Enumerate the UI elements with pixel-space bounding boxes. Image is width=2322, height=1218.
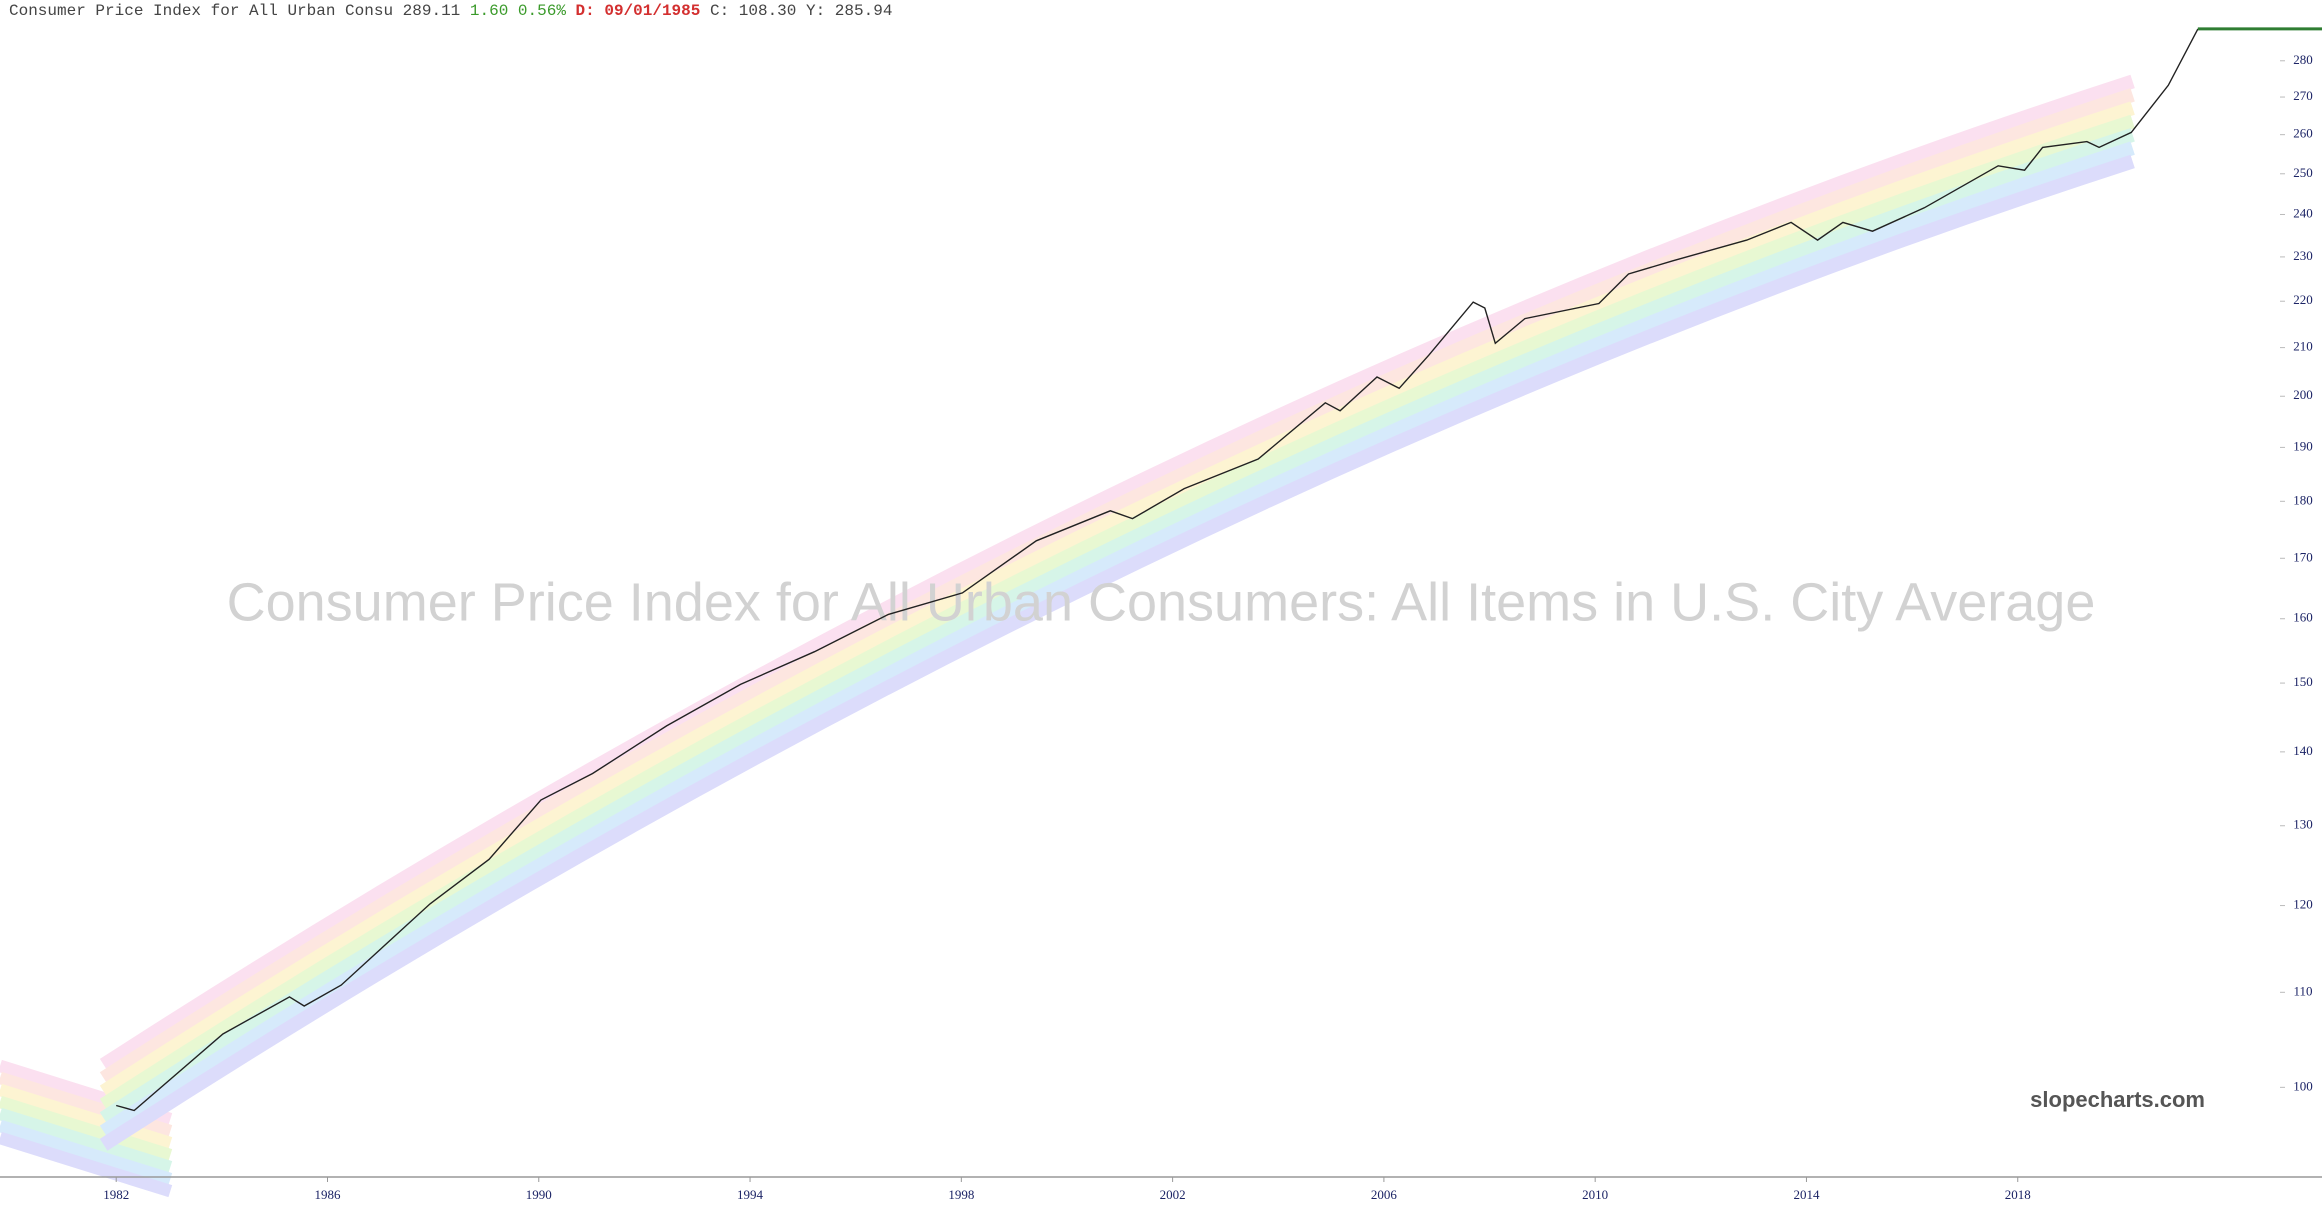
rainbow-band xyxy=(99,101,2135,1098)
rainbow-band xyxy=(0,1107,173,1174)
y-tick-label: 280 xyxy=(2293,52,2313,67)
x-tick-label: 1994 xyxy=(737,1187,764,1202)
y-value: Y: 285.94 xyxy=(806,2,893,20)
y-tick-label: 160 xyxy=(2293,610,2313,625)
rainbow-band xyxy=(99,74,2135,1071)
x-tick-label: 1986 xyxy=(314,1187,341,1202)
change-pct: 0.56% xyxy=(517,2,566,20)
x-tick-label: 2010 xyxy=(1582,1187,1608,1202)
rainbow-band xyxy=(99,141,2135,1138)
rainbow-band xyxy=(0,1095,173,1162)
rainbow-band xyxy=(0,1131,173,1198)
x-tick-label: 2006 xyxy=(1371,1187,1398,1202)
y-tick-label: 110 xyxy=(2293,983,2312,998)
rainbow xyxy=(0,74,2135,1198)
y-tick-label: 270 xyxy=(2293,88,2313,103)
x-tick-label: 2018 xyxy=(2005,1187,2031,1202)
y-tick-label: 250 xyxy=(2293,165,2313,180)
y-tick-label: 220 xyxy=(2293,292,2313,307)
y-tick-label: 120 xyxy=(2293,897,2313,912)
y-tick-label: 260 xyxy=(2293,126,2313,141)
rainbow-band xyxy=(99,128,2135,1125)
y-tick-label: 190 xyxy=(2293,438,2313,453)
series-name: Consumer Price Index for All Urban Consu xyxy=(9,2,394,20)
rainbow-band xyxy=(99,114,2135,1111)
chart-title: Consumer Price Index for All Urban Consu… xyxy=(227,572,2096,632)
y-tick-label: 170 xyxy=(2293,549,2313,564)
y-tick-label: 240 xyxy=(2293,205,2313,220)
rainbow-band xyxy=(99,154,2135,1151)
close: C: 108.30 xyxy=(709,2,797,20)
rainbow-band xyxy=(99,88,2135,1085)
y-tick-label: 230 xyxy=(2293,248,2313,263)
change: 1.60 xyxy=(469,2,509,20)
y-tick-label: 210 xyxy=(2293,339,2313,354)
last-price: 289.11 xyxy=(402,2,461,20)
x-tick-label: 2002 xyxy=(1160,1187,1186,1202)
rainbow-band xyxy=(0,1119,173,1186)
date: D: 09/01/1985 xyxy=(575,2,701,20)
price-line xyxy=(116,28,2199,1112)
y-tick-label: 200 xyxy=(2293,387,2313,402)
header: Consumer Price Index for All Urban Consu… xyxy=(9,2,892,20)
x-tick-label: 1990 xyxy=(526,1187,552,1202)
x-tick-label: 1998 xyxy=(948,1187,974,1202)
x-tick-label: 2014 xyxy=(1793,1187,1820,1202)
y-tick-label: 150 xyxy=(2293,674,2313,689)
watermark: slopecharts.com xyxy=(2030,1087,2205,1112)
y-tick-label: 100 xyxy=(2293,1078,2313,1093)
x-tick-label: 1982 xyxy=(103,1187,129,1202)
y-tick-label: 140 xyxy=(2293,743,2313,758)
y-tick-label: 180 xyxy=(2293,492,2313,507)
y-tick-label: 130 xyxy=(2293,817,2313,832)
rainbow-band xyxy=(0,1083,173,1150)
